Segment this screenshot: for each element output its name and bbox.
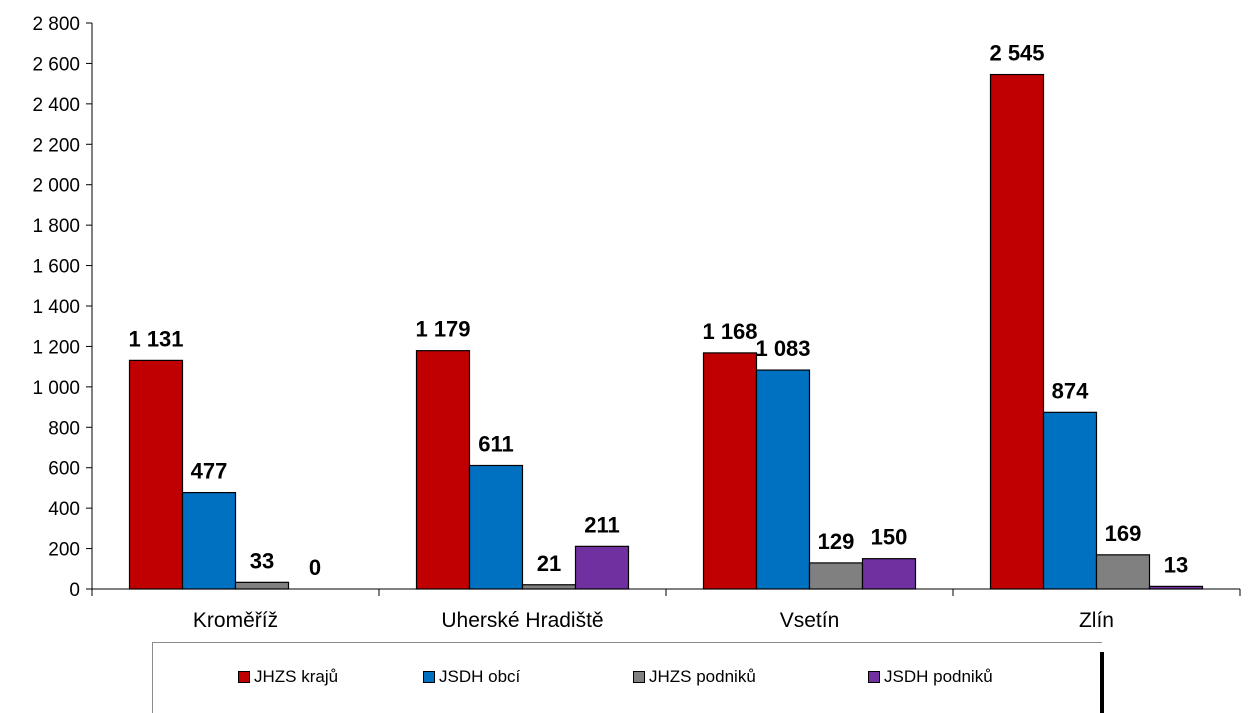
y-tick-label: 2 000 [32, 176, 80, 197]
data-label: 150 [871, 525, 908, 550]
y-tick-label: 200 [48, 540, 80, 561]
legend-label: JSDH obcí [439, 667, 521, 686]
data-label: 33 [250, 548, 274, 573]
data-label: 2 545 [989, 41, 1044, 66]
legend-item-jsdh-podniku: JSDH podniků [868, 667, 993, 687]
y-tick-label: 1 800 [32, 216, 80, 237]
bar [702, 352, 758, 590]
legend-item-jhzs-kraju: JHZS krajů [238, 667, 338, 687]
y-tick-label: 1 600 [32, 257, 80, 278]
x-category-label: Uherské Hradiště [441, 609, 603, 632]
y-tick-label: 2 800 [32, 14, 80, 35]
bar [181, 491, 237, 590]
y-tick-label: 0 [69, 580, 80, 601]
legend-swatch [868, 671, 880, 683]
y-tick-label: 1 400 [32, 297, 80, 318]
x-axis: Kroměříž Uherské Hradiště Vsetín Zlín [91, 588, 1241, 632]
y-tick-label: 1 200 [32, 337, 80, 358]
data-label: 1 168 [702, 319, 757, 344]
legend-label: JHZS podniků [649, 667, 756, 686]
data-label: 211 [584, 512, 620, 537]
data-label: 477 [191, 459, 228, 484]
bar [234, 581, 290, 590]
y-tick-label: 2 600 [32, 54, 80, 75]
bar [521, 584, 577, 590]
legend-swatch [238, 671, 250, 683]
bar [1148, 585, 1204, 590]
legend-item-jsdh-obci: JSDH obcí [423, 667, 520, 687]
y-tick-label: 2 200 [32, 135, 80, 156]
y-tick-label: 2 400 [32, 95, 80, 116]
data-label: 874 [1052, 378, 1089, 403]
data-label: 1 179 [415, 317, 470, 342]
bar [861, 558, 917, 590]
bar [574, 545, 630, 590]
data-label: 21 [537, 551, 561, 576]
x-category-label: Kroměříž [193, 609, 278, 632]
bar [808, 562, 864, 590]
bar [468, 464, 524, 590]
legend-swatch [633, 671, 645, 683]
x-category-label: Zlín [1079, 609, 1114, 632]
bars [128, 73, 1204, 590]
bar-chart: 0 200 400 600 800 1 000 1 200 1 400 1 600 1 800 2 … [32, 14, 1241, 632]
y-tick-label: 1 000 [32, 378, 80, 399]
y-tick-label: 400 [48, 499, 80, 520]
data-label: 1 083 [755, 336, 810, 361]
legend: JHZS krajů JSDH obcí JHZS podniků JSDH p… [152, 642, 1102, 713]
bar [755, 369, 811, 590]
data-label: 13 [1164, 552, 1188, 577]
legend-border-right [1100, 652, 1104, 713]
bar [415, 350, 471, 590]
bar [128, 359, 184, 590]
data-label: 0 [309, 555, 321, 580]
bar [1042, 411, 1098, 590]
data-label: 129 [818, 529, 855, 554]
legend-label: JSDH podniků [884, 667, 993, 686]
data-label: 611 [478, 431, 514, 456]
bar [989, 73, 1045, 590]
y-axis: 0 200 400 600 800 1 000 1 200 1 400 1 600 1 800 2 … [32, 14, 93, 601]
legend-item-jhzs-podniku: JHZS podniků [633, 667, 756, 687]
legend-label: JHZS krajů [254, 667, 339, 686]
y-tick-label: 800 [48, 418, 80, 439]
data-label: 169 [1105, 521, 1142, 546]
bar [1095, 554, 1151, 590]
x-category-label: Vsetín [780, 609, 840, 632]
legend-swatch [423, 671, 435, 683]
y-tick-label: 600 [48, 459, 80, 480]
data-label: 1 131 [128, 326, 183, 351]
